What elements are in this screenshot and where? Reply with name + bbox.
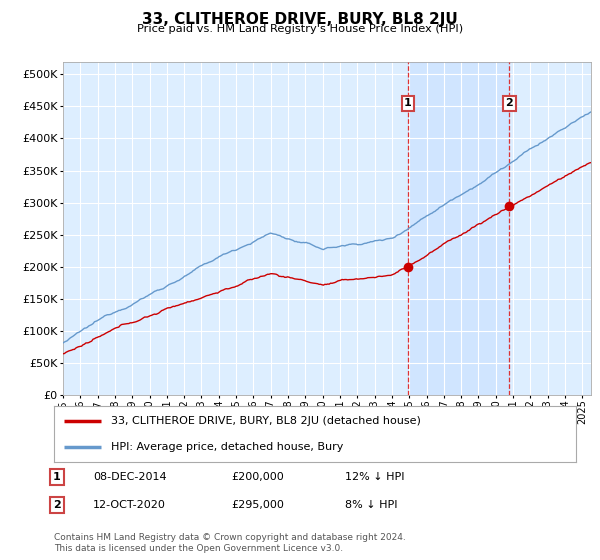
Text: 2: 2 [53, 500, 61, 510]
Text: 33, CLITHEROE DRIVE, BURY, BL8 2JU (detached house): 33, CLITHEROE DRIVE, BURY, BL8 2JU (deta… [112, 416, 421, 426]
Text: 1: 1 [404, 98, 412, 108]
Text: HPI: Average price, detached house, Bury: HPI: Average price, detached house, Bury [112, 442, 344, 452]
Text: 12-OCT-2020: 12-OCT-2020 [93, 500, 166, 510]
Text: 08-DEC-2014: 08-DEC-2014 [93, 472, 167, 482]
Text: 8% ↓ HPI: 8% ↓ HPI [345, 500, 398, 510]
Text: £200,000: £200,000 [231, 472, 284, 482]
Text: Contains HM Land Registry data © Crown copyright and database right 2024.
This d: Contains HM Land Registry data © Crown c… [54, 533, 406, 553]
Bar [408, 62, 509, 395]
Text: Price paid vs. HM Land Registry's House Price Index (HPI): Price paid vs. HM Land Registry's House … [137, 24, 463, 34]
Text: £295,000: £295,000 [231, 500, 284, 510]
Text: 33, CLITHEROE DRIVE, BURY, BL8 2JU: 33, CLITHEROE DRIVE, BURY, BL8 2JU [142, 12, 458, 27]
Text: 1: 1 [53, 472, 61, 482]
Text: 12% ↓ HPI: 12% ↓ HPI [345, 472, 404, 482]
Text: 2: 2 [506, 98, 514, 108]
